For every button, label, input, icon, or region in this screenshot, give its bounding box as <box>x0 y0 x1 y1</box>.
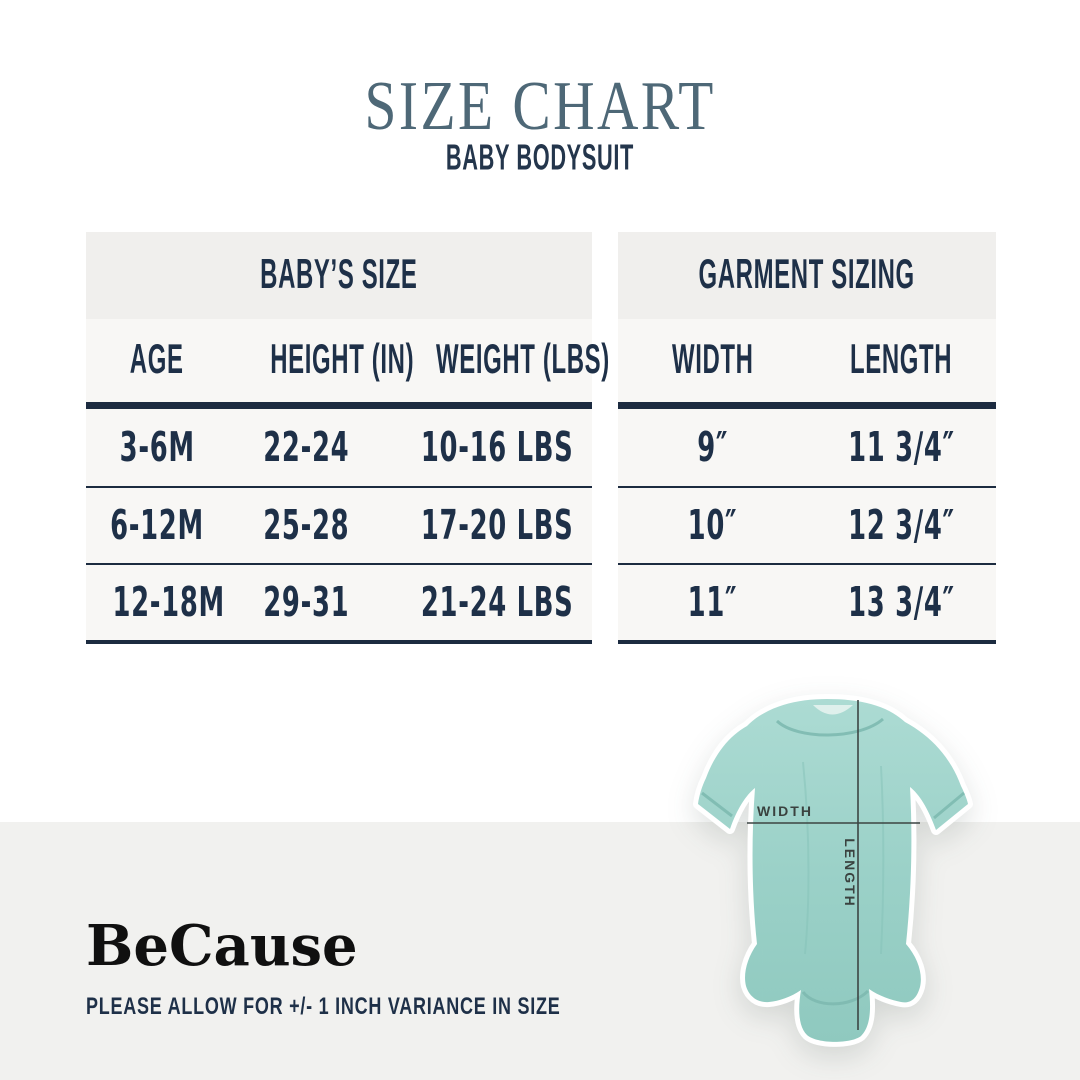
cell-age: 3-6M <box>119 423 195 471</box>
width-label: WIDTH <box>757 803 813 819</box>
cell-weight: 21-24 LBS <box>420 578 573 626</box>
garment-sizing-rows: 9″ 11 3/4″ 10″ 12 3/4″ 11″ 13 3/4″ <box>618 409 996 644</box>
fold-lines <box>802 761 885 955</box>
table-row: 11″ 13 3/4″ <box>618 563 996 640</box>
bodysuit-shape <box>693 694 973 1047</box>
page-subtitle-text: BABY BODYSUIT <box>445 138 635 178</box>
table-row: 10″ 12 3/4″ <box>618 486 996 563</box>
cell-weight: 10-16 LBS <box>420 423 573 471</box>
babys-size-column-headers: AGE HEIGHT (IN) WEIGHT (LBS) <box>86 319 610 402</box>
column-header-age: AGE <box>129 336 184 384</box>
table-row: 6-12M 25-28 17-20 LBS <box>86 486 592 563</box>
cell-width: 10″ <box>687 501 738 549</box>
babys-size-rows: 3-6M 22-24 10-16 LBS 6-12M 25-28 17-20 L… <box>86 409 592 644</box>
page-subtitle: BABY BODYSUIT <box>0 138 1080 178</box>
collar-inner <box>813 705 853 715</box>
column-header-length: LENGTH <box>850 336 953 384</box>
cell-width: 9″ <box>697 423 728 471</box>
cell-length: 11 3/4″ <box>848 423 955 471</box>
table-rule <box>618 402 996 409</box>
cell-height: 25-28 <box>263 501 350 549</box>
babys-size-table-title: BABY’S SIZE <box>86 232 592 319</box>
page-title: SIZE CHART <box>0 72 1080 142</box>
table-row: 9″ 11 3/4″ <box>618 409 996 486</box>
cell-weight: 17-20 LBS <box>420 501 573 549</box>
cell-age: 12-18M <box>112 578 225 626</box>
brand-logo: BeCause <box>86 913 358 979</box>
cell-width: 11″ <box>687 578 738 626</box>
table-rule <box>86 402 592 409</box>
garment-sizing-table-title: GARMENT SIZING <box>618 232 996 319</box>
garment-sizing-table: GARMENT SIZING WIDTH LENGTH 9″ 11 3/4″ 1… <box>618 232 996 644</box>
table-row: 12-18M 29-31 21-24 LBS <box>86 563 592 640</box>
garment-sizing-column-headers: WIDTH LENGTH <box>618 319 996 402</box>
bodysuit-illustration: WIDTH LENGTH <box>693 694 973 1047</box>
cell-height: 29-31 <box>263 578 350 626</box>
babys-size-table: BABY’S SIZE AGE HEIGHT (IN) WEIGHT (LBS)… <box>86 232 610 644</box>
page-title-text: SIZE CHART <box>364 68 716 145</box>
cell-age: 6-12M <box>109 501 204 549</box>
cell-height: 22-24 <box>263 423 350 471</box>
cell-length: 13 3/4″ <box>848 578 955 626</box>
length-label: LENGTH <box>842 838 858 908</box>
table-row: 3-6M 22-24 10-16 LBS <box>86 409 592 486</box>
cell-length: 12 3/4″ <box>848 501 955 549</box>
column-header-height: HEIGHT (IN) <box>269 336 414 384</box>
seam-lines <box>701 717 965 1006</box>
variance-note: PLEASE ALLOW FOR +/- 1 INCH VARIANCE IN … <box>86 992 561 1021</box>
column-header-weight: WEIGHT (LBS) <box>435 336 610 384</box>
column-header-width: WIDTH <box>671 336 754 384</box>
